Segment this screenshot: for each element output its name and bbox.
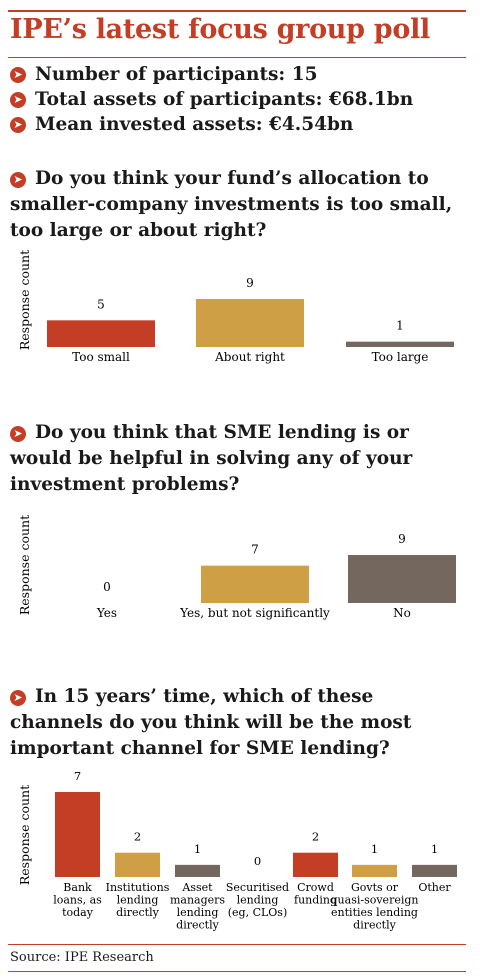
stat-text: Total assets of participants: €68.1bn: [35, 89, 414, 110]
category-label-1: Institutions: [106, 881, 170, 894]
data-label-2: 9: [398, 532, 406, 546]
data-label-1: 9: [246, 276, 254, 290]
bar-2: [346, 341, 454, 347]
category-label-2: directly: [176, 919, 219, 932]
category-label-3: (eg, CLOs): [228, 906, 288, 919]
data-label-2: 1: [194, 842, 201, 856]
bar-1: [115, 852, 160, 877]
category-label-3: Securitised: [226, 881, 289, 894]
bar-0: [55, 792, 100, 877]
category-label-2: Asset: [181, 881, 213, 894]
arrow-right-icon: ➤: [10, 172, 26, 188]
bar-0: [47, 320, 155, 347]
stat-text: Mean invested assets: €4.54bn: [35, 114, 354, 135]
category-label-0: Yes: [96, 606, 117, 620]
arrow-right-icon: ➤: [10, 426, 26, 442]
question-1: ➤ Do you think your fund’s allocation to …: [10, 166, 472, 244]
arrow-right-icon: ➤: [10, 116, 26, 133]
y-axis-label: Response count: [17, 250, 32, 350]
question-2-text: Do you think that SME lending is or woul…: [10, 422, 413, 495]
stat-participants: ➤ Number of participants: 15: [10, 64, 317, 85]
bar-4: [293, 852, 338, 877]
source-note: Source: IPE Research: [10, 950, 154, 965]
category-label-2: lending: [177, 906, 219, 919]
bar-6: [412, 864, 457, 877]
chart-sme-helpful: Response count 0 Yes 7 Yes, but not signific…: [17, 515, 456, 620]
category-label-0: Too small: [72, 350, 130, 364]
arrow-right-icon: ➤: [10, 66, 26, 83]
question-2: ➤ Do you think that SME lending is or wou…: [10, 420, 472, 498]
data-label-6: 1: [431, 842, 438, 856]
question-1-text: Do you think your fund’s allocation to s…: [10, 168, 453, 241]
bar-1: [201, 565, 309, 603]
category-label-6: Other: [418, 881, 451, 894]
bar-2: [348, 555, 456, 603]
category-label-2: No: [393, 606, 411, 620]
category-label-2: Too large: [372, 350, 429, 364]
category-label-5: directly: [353, 919, 396, 932]
top-rule: [8, 10, 466, 12]
category-label-1: About right: [214, 350, 285, 364]
category-label-3: lending: [237, 894, 279, 907]
category-label-5: Govts or: [351, 881, 399, 894]
category-label-4: Crowd: [297, 881, 334, 894]
arrow-right-icon: ➤: [10, 91, 26, 108]
bar-5: [352, 864, 397, 877]
bar-2: [175, 864, 220, 877]
data-label-1: 7: [251, 543, 259, 557]
chart-allocation: Response count 5 Too small 9 About right 1 Too…: [17, 250, 454, 364]
data-label-1: 2: [134, 830, 141, 844]
data-label-2: 1: [396, 319, 404, 333]
category-label-5: quasi-sovereign: [331, 894, 419, 907]
category-label-1: lending: [117, 894, 159, 907]
category-label-5: entities lending: [331, 906, 418, 919]
title-underline: [8, 57, 466, 58]
category-label-0: today: [62, 906, 94, 919]
page-title: IPE’s latest focus group poll: [10, 14, 431, 45]
data-label-3: 0: [254, 854, 261, 868]
category-label-0: Bank: [63, 881, 92, 894]
arrow-right-icon: ➤: [10, 690, 26, 706]
data-label-0: 0: [103, 580, 111, 594]
category-label-1: directly: [116, 906, 159, 919]
bottom-rule: [8, 971, 466, 972]
bar-1: [196, 299, 304, 347]
data-label-4: 2: [312, 830, 319, 844]
y-axis-label: Response count: [17, 785, 32, 885]
category-label-2: managers: [170, 894, 225, 907]
data-label-0: 7: [74, 769, 81, 783]
stat-total-assets: ➤ Total assets of participants: €68.1bn: [10, 89, 413, 110]
data-label-5: 1: [371, 842, 378, 856]
question-3: ➤ In 15 years’ time, which of these chann…: [10, 684, 472, 762]
stat-mean-assets: ➤ Mean invested assets: €4.54bn: [10, 114, 353, 135]
data-label-0: 5: [97, 297, 105, 311]
source-rule: [8, 944, 466, 945]
question-3-text: In 15 years’ time, which of these channe…: [10, 686, 412, 759]
stat-text: Number of participants: 15: [35, 64, 318, 85]
category-label-1: Yes, but not significantly: [179, 606, 330, 620]
category-label-0: loans, as: [53, 894, 102, 907]
category-label-4: funding: [294, 894, 337, 907]
y-axis-label: Response count: [17, 515, 32, 615]
